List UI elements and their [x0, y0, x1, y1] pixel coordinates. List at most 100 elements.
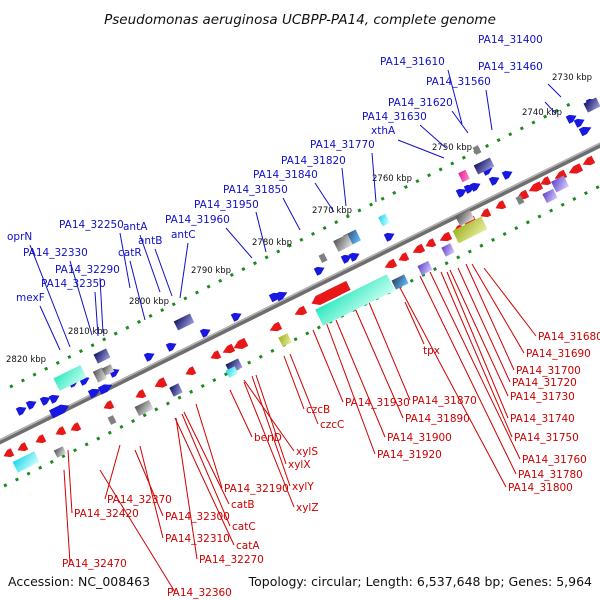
- reverse-gene-arrow[interactable]: [2, 448, 15, 460]
- gene-domain-block[interactable]: [472, 145, 482, 155]
- reverse-gene-label[interactable]: catB: [231, 499, 255, 511]
- reverse-gene-label[interactable]: PA14_31740: [510, 413, 575, 425]
- forward-gene-arrow[interactable]: [501, 168, 515, 180]
- forward-gene-arrow[interactable]: [165, 340, 179, 352]
- gene-domain-block[interactable]: [101, 364, 115, 376]
- forward-gene-arrow[interactable]: [274, 289, 289, 302]
- reverse-gene-label[interactable]: xylZ: [296, 502, 319, 514]
- gene-domain-block[interactable]: [333, 234, 353, 252]
- reverse-gene-arrow[interactable]: [209, 350, 222, 362]
- reverse-gene-arrow[interactable]: [153, 377, 168, 390]
- forward-gene-label[interactable]: PA14_32330: [23, 247, 88, 259]
- reverse-gene-arrow[interactable]: [232, 337, 249, 352]
- gene-domain-block[interactable]: [53, 365, 87, 391]
- gene-domain-block[interactable]: [278, 333, 292, 347]
- forward-gene-label[interactable]: PA14_32250: [59, 219, 124, 231]
- reverse-gene-label[interactable]: catC: [232, 521, 256, 533]
- reverse-gene-label[interactable]: PA14_31750: [514, 432, 579, 444]
- gene-domain-block[interactable]: [134, 399, 154, 417]
- forward-gene-label[interactable]: PA14_31460: [478, 61, 543, 73]
- reverse-gene-label[interactable]: PA14_32270: [199, 554, 264, 566]
- reverse-gene-label[interactable]: PA14_31930: [345, 397, 410, 409]
- gene-domain-block[interactable]: [53, 446, 67, 458]
- forward-gene-label[interactable]: xthA: [371, 125, 396, 137]
- forward-gene-arrow[interactable]: [49, 402, 71, 419]
- forward-gene-label[interactable]: PA14_31850: [223, 184, 288, 196]
- forward-gene-arrow[interactable]: [565, 112, 579, 124]
- reverse-gene-arrow[interactable]: [397, 252, 410, 264]
- reverse-gene-arrow[interactable]: [268, 321, 283, 334]
- gene-domain-block[interactable]: [107, 415, 117, 425]
- forward-gene-arrow[interactable]: [383, 230, 397, 242]
- forward-gene-arrow[interactable]: [48, 392, 62, 404]
- forward-gene-label[interactable]: PA14_32350: [41, 278, 106, 290]
- reverse-gene-label[interactable]: czcB: [306, 404, 330, 416]
- reverse-gene-label[interactable]: PA14_32370: [107, 494, 172, 506]
- reverse-gene-arrow[interactable]: [16, 442, 29, 454]
- forward-gene-label[interactable]: antC: [171, 229, 196, 241]
- reverse-gene-arrow[interactable]: [34, 434, 47, 446]
- forward-gene-label[interactable]: PA14_31820: [281, 155, 346, 167]
- forward-gene-label[interactable]: antA: [123, 221, 148, 233]
- reverse-gene-label[interactable]: xylX: [288, 459, 311, 471]
- gene-domain-block[interactable]: [391, 274, 409, 290]
- gene-domain-block[interactable]: [93, 348, 111, 364]
- reverse-gene-arrow[interactable]: [221, 343, 236, 356]
- reverse-gene-arrow[interactable]: [411, 243, 426, 256]
- reverse-gene-arrow[interactable]: [134, 389, 147, 401]
- gene-domain-block[interactable]: [169, 383, 183, 397]
- reverse-gene-label[interactable]: catA: [236, 540, 260, 552]
- forward-gene-label[interactable]: PA14_31950: [194, 199, 259, 211]
- reverse-gene-label[interactable]: PA14_31760: [522, 454, 587, 466]
- forward-gene-label[interactable]: PA14_31630: [362, 111, 427, 123]
- forward-gene-label[interactable]: PA14_31610: [380, 56, 445, 68]
- reverse-gene-arrow[interactable]: [567, 163, 584, 176]
- reverse-gene-arrow[interactable]: [184, 366, 197, 378]
- gene-domain-block[interactable]: [12, 451, 40, 473]
- reverse-gene-arrow[interactable]: [309, 285, 341, 308]
- reverse-gene-arrow[interactable]: [539, 176, 552, 188]
- forward-gene-arrow[interactable]: [488, 174, 502, 186]
- gene-domain-block[interactable]: [542, 188, 558, 204]
- forward-gene-arrow[interactable]: [340, 252, 354, 264]
- forward-gene-label[interactable]: catR: [118, 247, 142, 259]
- reverse-gene-arrow[interactable]: [527, 181, 544, 194]
- forward-gene-label[interactable]: mexF: [16, 292, 45, 304]
- forward-gene-arrow[interactable]: [39, 394, 53, 406]
- gene-domain-block[interactable]: [458, 169, 470, 183]
- reverse-gene-arrow[interactable]: [438, 231, 453, 244]
- gene-domain-block[interactable]: [441, 243, 455, 257]
- forward-gene-arrow[interactable]: [348, 250, 362, 262]
- forward-gene-label[interactable]: PA14_31770: [310, 139, 375, 151]
- forward-gene-arrow[interactable]: [97, 381, 114, 395]
- reverse-gene-label[interactable]: PA14_31800: [508, 482, 573, 494]
- forward-gene-arrow[interactable]: [230, 310, 244, 322]
- reverse-gene-label[interactable]: PA14_32420: [74, 508, 139, 520]
- reverse-gene-label[interactable]: PA14_31870: [412, 395, 477, 407]
- forward-gene-label[interactable]: PA14_31840: [253, 169, 318, 181]
- forward-gene-arrow[interactable]: [199, 326, 213, 338]
- forward-gene-label[interactable]: PA14_31620: [388, 97, 453, 109]
- reverse-gene-label[interactable]: PA14_31730: [510, 391, 575, 403]
- gene-domain-block[interactable]: [378, 213, 390, 227]
- forward-gene-arrow[interactable]: [143, 350, 157, 362]
- gene-domain-block[interactable]: [515, 195, 525, 205]
- reverse-gene-label[interactable]: PA14_31890: [405, 413, 470, 425]
- forward-gene-arrow[interactable]: [455, 186, 469, 198]
- reverse-gene-label[interactable]: PA14_32190: [224, 483, 289, 495]
- reverse-gene-label[interactable]: PA14_31680: [538, 331, 600, 343]
- reverse-gene-label[interactable]: PA14_31690: [526, 348, 591, 360]
- forward-gene-label[interactable]: PA14_31960: [165, 214, 230, 226]
- forward-gene-arrow[interactable]: [15, 404, 29, 416]
- gene-domain-block[interactable]: [318, 253, 328, 263]
- reverse-gene-label[interactable]: tpx: [423, 345, 440, 357]
- reverse-gene-label[interactable]: PA14_32470: [62, 558, 127, 570]
- forward-gene-label[interactable]: antB: [138, 235, 162, 247]
- gene-domain-block[interactable]: [473, 157, 495, 175]
- reverse-gene-label[interactable]: PA14_31700: [516, 365, 581, 377]
- reverse-gene-label[interactable]: xylS: [296, 446, 318, 458]
- gene-domain-block[interactable]: [417, 260, 433, 276]
- reverse-gene-label[interactable]: PA14_32360: [167, 587, 232, 599]
- forward-gene-label[interactable]: PA14_31400: [478, 34, 543, 46]
- reverse-gene-label[interactable]: PA14_31900: [387, 432, 452, 444]
